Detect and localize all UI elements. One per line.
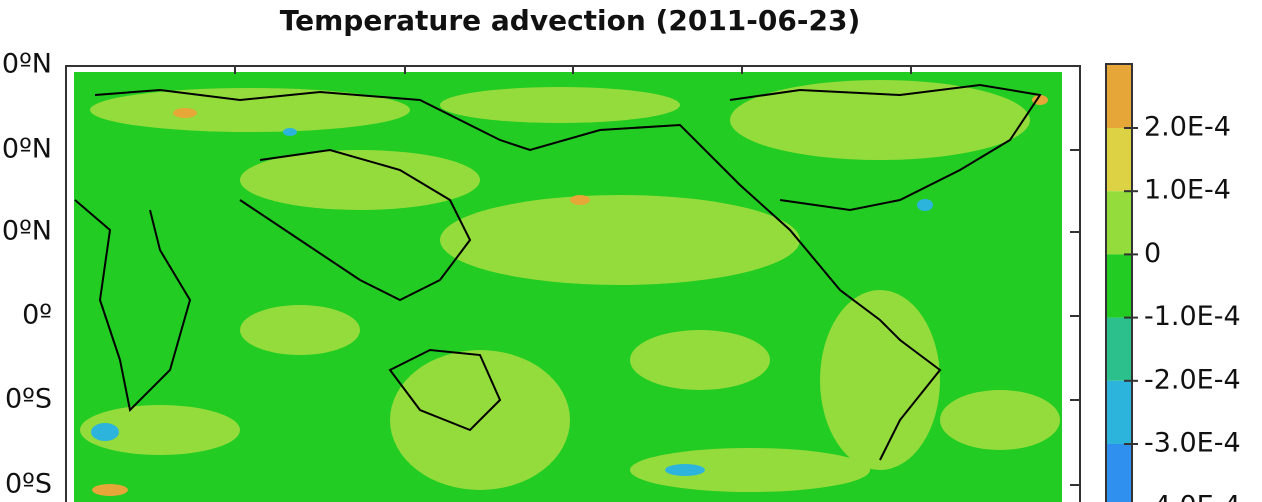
colorbar: 2.0E-4 1.0E-4 0 -1.0E-4 -2.0E-4 -3.0E-4 -4.0E-… xyxy=(1105,63,1241,502)
colorbar-label: -4.0E-4 xyxy=(1144,491,1241,502)
colorbar-label: 1.0E-4 xyxy=(1144,175,1231,206)
lat-label: 0ºN xyxy=(2,216,52,247)
lat-label: 0ºS xyxy=(5,469,52,500)
colorbar-segment xyxy=(1106,191,1132,255)
colorbar-segment xyxy=(1106,380,1132,444)
colorbar-label: 0 xyxy=(1144,238,1161,269)
colorbar-segment xyxy=(1106,128,1132,192)
coastlines xyxy=(74,83,1042,461)
frame-ticks xyxy=(234,66,1080,486)
colorbar-segment xyxy=(1106,444,1132,502)
colorbar-segment xyxy=(1106,64,1132,128)
lat-label: 0ºN xyxy=(2,134,52,165)
lat-label: 0º xyxy=(22,300,52,331)
colorbar-segment xyxy=(1106,254,1132,318)
title: Temperature advection (2011-06-23) xyxy=(280,4,861,37)
cold-spots xyxy=(91,128,933,476)
lat-label: 0ºS xyxy=(5,384,52,415)
colorbar-frame xyxy=(1105,63,1133,502)
colorbar-label: -1.0E-4 xyxy=(1144,301,1241,332)
warm-spots xyxy=(92,95,1048,496)
lat-labels: 0ºN 0ºN 0ºN 0º 0ºS 0ºS xyxy=(2,49,52,500)
colorbar-label: -2.0E-4 xyxy=(1144,364,1241,395)
light-regions xyxy=(80,80,1060,492)
lat-label: 0ºN xyxy=(2,49,52,80)
map xyxy=(65,65,1081,502)
colorbar-segment xyxy=(1106,317,1132,381)
colorbar-label: -3.0E-4 xyxy=(1144,428,1241,459)
colorbar-label: 2.0E-4 xyxy=(1144,112,1231,143)
